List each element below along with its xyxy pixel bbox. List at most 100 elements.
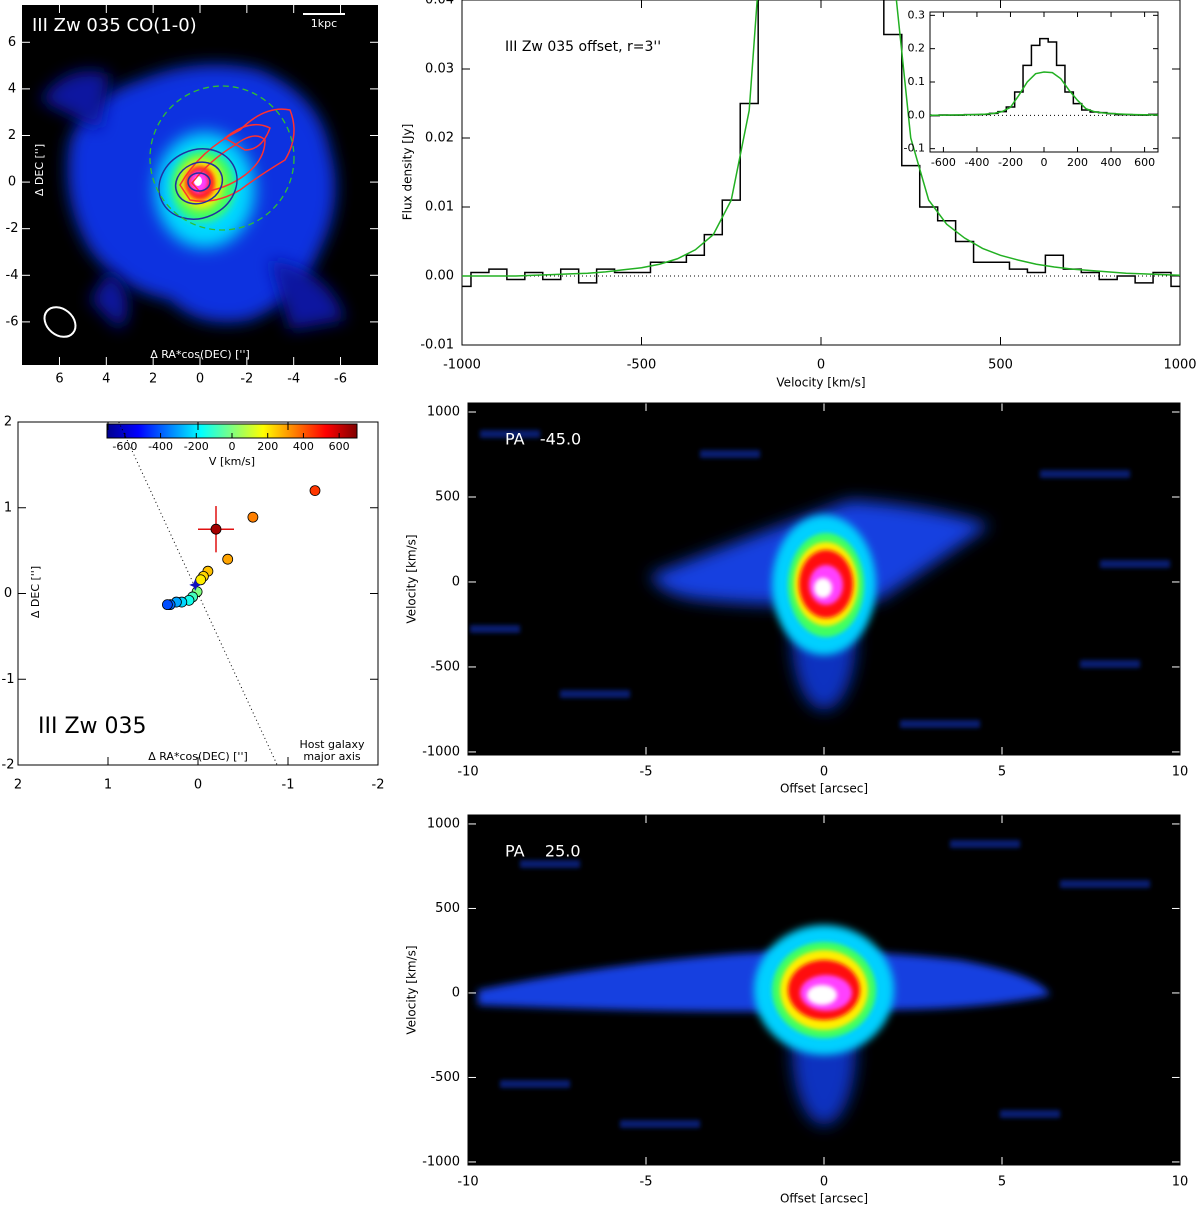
y-tick-label: 6 [8,35,16,50]
x-tick-label: 6 [55,372,63,387]
y-tick-label: 0.03 [425,62,454,77]
y-tick-label: -500 [430,659,460,674]
y-tick-label: 0.3 [908,8,926,21]
colorbar-tick-label: 600 [329,440,350,453]
colorbar-tick-label: -400 [148,440,173,453]
pv-diagram-image [468,403,1180,755]
x-tick-label: 0 [820,1175,828,1190]
y-axis-label: Δ DEC [''] [33,144,46,196]
y-tick-label: 0.01 [425,200,454,215]
x-tick-label: 4 [102,372,110,387]
x-tick-label: 1000 [1163,358,1196,373]
colorbar-tick-label: 400 [293,440,314,453]
co-map-image [22,5,378,365]
nucleus-star [189,578,202,591]
fit-line [930,71,1158,116]
plot-frame [461,0,1181,346]
x-tick-label: 0 [196,372,204,387]
x-axis-label: Offset [arcsec] [780,782,868,796]
panel-title: III Zw 035 [38,714,147,739]
x-tick-label: 0 [194,778,202,793]
y-tick-label: 0.02 [425,131,454,146]
scale-bar-label: 1kpc [311,17,337,30]
x-tick-label: -1 [282,778,295,793]
velocity-point [161,599,173,611]
y-tick-label: 0 [4,586,12,601]
x-tick-label: -1000 [443,358,481,373]
y-tick-label: -2 [2,758,15,773]
map-title: III Zw 035 CO(1-0) [32,15,197,36]
x-tick-label: 200 [1067,156,1088,169]
y-tick-label: 1000 [427,816,460,831]
y-tick-label: 0.0 [908,108,926,121]
y-tick-label: -2 [6,221,19,236]
y-tick-label: -500 [430,1070,460,1085]
annotation: Host galaxy [299,738,365,751]
x-tick-label: -6 [334,372,347,387]
y-tick-label: 0.2 [908,42,926,55]
y-tick-label: 0.00 [425,269,454,284]
x-tick-label: -5 [640,1175,653,1190]
x-tick-label: -600 [931,156,956,169]
spectrum-title: III Zw 035 offset, r=3'' [505,39,661,55]
y-tick-label: -4 [6,268,19,283]
colorbar-tick-label: 200 [257,440,278,453]
fit-line [462,0,1180,277]
y-tick-label: -1 [2,672,15,687]
x-tick-label: 2 [149,372,157,387]
x-tick-label: -2 [240,372,253,387]
colorbar-tick-label: -600 [112,440,137,453]
velocity-point [309,485,321,497]
x-tick-label: 500 [988,358,1013,373]
y-tick-label: 0.04 [425,0,454,8]
plot-frame [929,11,1159,153]
y-tick-label: -0.01 [420,338,454,353]
x-tick-label: -4 [287,372,300,387]
velocity-point [210,523,222,535]
pv-title: PA 25.0 [505,842,581,861]
x-tick-label: 5 [998,1175,1006,1190]
y-tick-label: 500 [435,489,460,504]
plot-frame [467,402,1181,756]
x-tick-label: -400 [964,156,989,169]
plot-frame [467,814,1181,1166]
y-tick-label: 1000 [427,405,460,420]
x-tick-label: -200 [998,156,1023,169]
y-tick-label: -6 [6,314,19,329]
velocity-point [247,511,259,523]
x-tick-label: 0 [817,358,825,373]
colorbar-tick-label: 0 [229,440,236,453]
x-tick-label: 400 [1101,156,1122,169]
y-tick-label: -1000 [422,1154,460,1169]
x-tick-label: 1 [104,778,112,793]
x-tick-label: -10 [457,1175,478,1190]
y-tick-label: -1000 [422,744,460,759]
x-tick-label: -500 [627,358,657,373]
y-tick-label: 0.1 [908,75,926,88]
y-tick-label: -0.1 [904,142,925,155]
y-axis-label: Velocity [km/s] [405,534,419,623]
x-tick-label: -5 [640,765,653,780]
x-axis-label: Δ RA*cos(DEC) [''] [148,750,248,763]
x-tick-label: 0 [820,765,828,780]
y-tick-label: 2 [4,415,12,430]
y-tick-label: 1 [4,500,12,515]
x-axis-label: Δ RA*cos(DEC) [''] [150,348,250,361]
x-tick-label: -2 [372,778,385,793]
y-tick-label: 500 [435,901,460,916]
x-tick-label: 10 [1172,765,1189,780]
y-axis-label: Flux density [Jy] [401,124,415,221]
colorbar-label: V [km/s] [209,455,255,468]
y-axis-label: Δ DEC [''] [29,566,42,618]
y-tick-label: 0 [452,985,460,1000]
y-tick-label: 2 [8,128,16,143]
x-axis-label: Offset [arcsec] [780,1192,868,1206]
spectrum-histogram [462,0,1180,288]
velocity-point [222,553,234,565]
x-tick-label: 0 [1041,156,1048,169]
colorbar-tick-label: -200 [184,440,209,453]
x-tick-label: 2 [14,778,22,793]
pv-diagram-image [468,815,1180,1165]
